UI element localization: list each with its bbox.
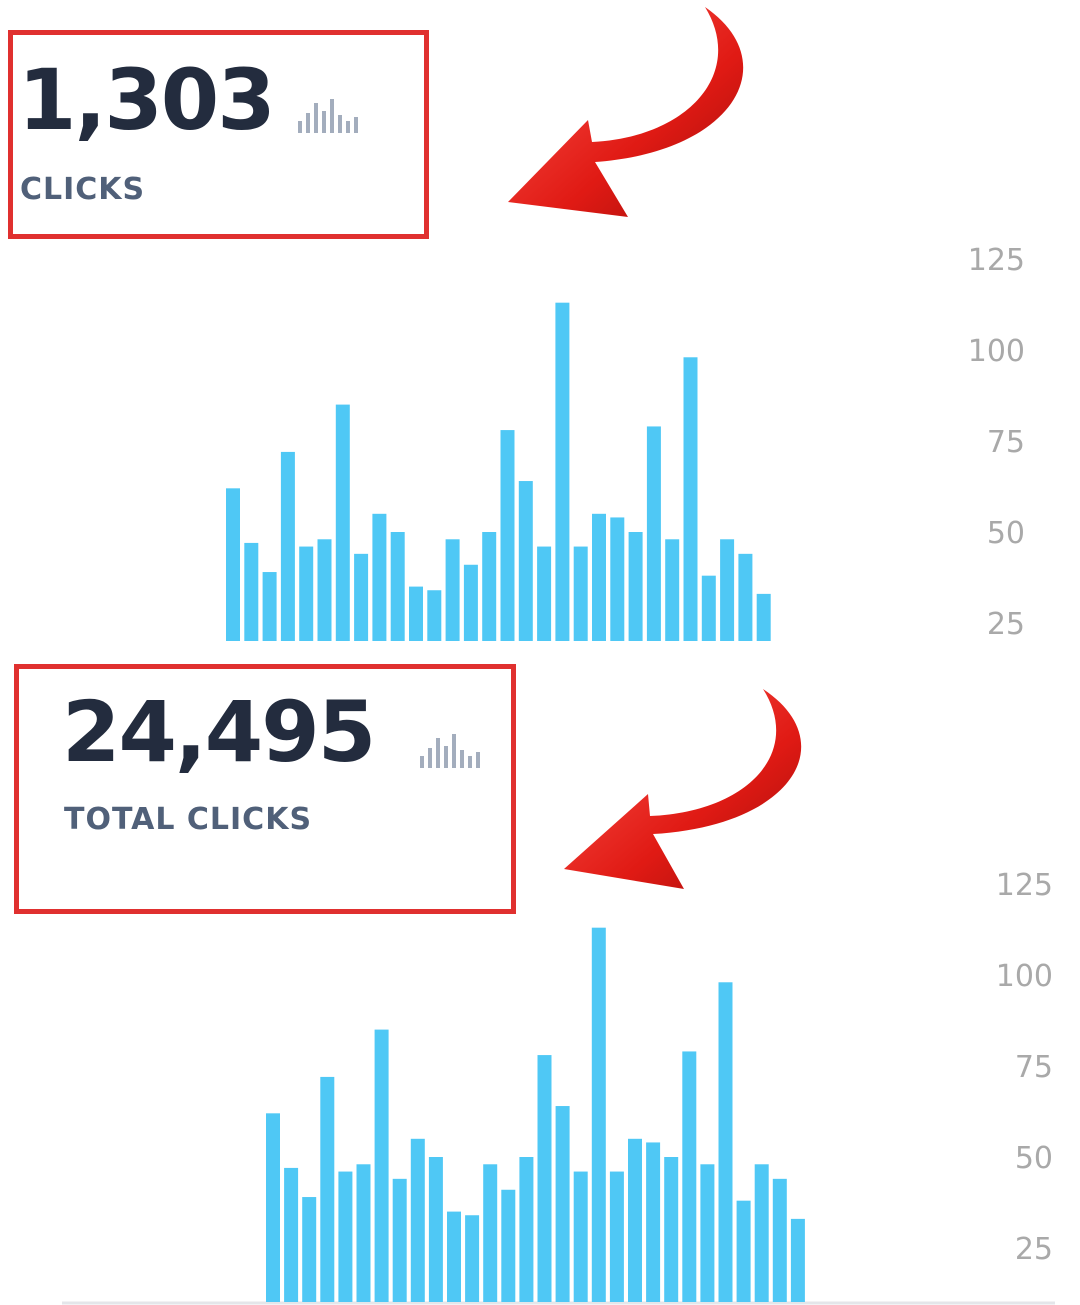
- bar: [500, 430, 515, 641]
- y-tick-label: 125: [996, 868, 1053, 903]
- red-curved-arrow-icon: [508, 7, 744, 217]
- y-tick-label: 100: [996, 959, 1053, 994]
- bar: [664, 1157, 679, 1302]
- bar: [374, 1029, 389, 1302]
- bar: [592, 513, 606, 641]
- bar: [483, 1164, 498, 1302]
- y-tick-label: 125: [968, 243, 1025, 278]
- mini-bar-chart-icon: [298, 99, 358, 133]
- y-tick-label: 50: [987, 516, 1025, 551]
- metric-value: 24,495: [62, 683, 376, 781]
- bar: [718, 982, 733, 1302]
- bar: [482, 532, 497, 641]
- bar: [646, 1142, 661, 1302]
- metric-value: 1,303: [18, 51, 276, 149]
- bar: [573, 546, 588, 641]
- y-tick-label: 75: [1015, 1050, 1053, 1085]
- bar: [244, 542, 259, 641]
- metric-label: TOTAL CLICKS: [64, 802, 313, 837]
- bar: [302, 1197, 317, 1302]
- bar: [555, 1106, 570, 1302]
- bar: [338, 1171, 353, 1302]
- bar: [335, 404, 350, 641]
- bar: [262, 572, 277, 641]
- y-tick-label: 75: [987, 425, 1025, 460]
- highlight-box: [8, 30, 429, 239]
- clicks-panel: [0, 0, 1080, 650]
- bar: [683, 357, 698, 641]
- mini-bar-chart-icon: [420, 734, 480, 768]
- bar: [790, 1218, 805, 1302]
- bar: [738, 553, 753, 641]
- bar: [284, 1167, 299, 1302]
- bar: [392, 1178, 407, 1302]
- bar: [736, 1200, 751, 1302]
- bar: [591, 927, 606, 1302]
- bar: [665, 539, 680, 641]
- bar: [409, 586, 423, 641]
- bar: [356, 1164, 371, 1302]
- bar: [720, 539, 735, 641]
- bar: [410, 1138, 425, 1302]
- bar: [518, 481, 533, 641]
- bar: [772, 1178, 787, 1302]
- y-tick-label: 50: [1015, 1141, 1053, 1176]
- bar: [463, 564, 478, 641]
- bar: [501, 1189, 516, 1302]
- bar: [428, 1157, 443, 1302]
- bar: [609, 1171, 624, 1302]
- bar-chart-1: 25 50 75 100 125: [226, 243, 1025, 642]
- bar: [299, 546, 314, 641]
- bar: [646, 426, 661, 641]
- bar: [573, 1171, 588, 1302]
- bar: [390, 532, 405, 641]
- y-tick-label: 100: [968, 334, 1025, 369]
- bar: [354, 553, 369, 641]
- bar: [682, 1051, 697, 1302]
- bar: [628, 532, 643, 641]
- bar: [320, 1076, 335, 1302]
- bar: [447, 1211, 461, 1302]
- y-tick-label: 25: [987, 607, 1025, 642]
- bar: [465, 1215, 480, 1302]
- bar: [701, 575, 716, 641]
- y-tick-label: 25: [1015, 1232, 1053, 1267]
- bar: [427, 590, 442, 641]
- red-curved-arrow-icon: [564, 689, 802, 889]
- bar: [610, 517, 625, 641]
- bar: [555, 302, 570, 641]
- bar: [519, 1157, 534, 1302]
- bar: [537, 546, 552, 641]
- bar: [226, 488, 240, 641]
- bar: [754, 1164, 769, 1302]
- bar: [266, 1113, 280, 1302]
- bar: [280, 451, 295, 641]
- bar: [372, 513, 387, 641]
- bar: [537, 1055, 552, 1302]
- bar: [628, 1138, 642, 1302]
- bar: [700, 1164, 715, 1302]
- bar: [445, 539, 460, 641]
- bar: [317, 539, 332, 641]
- bar: [756, 593, 771, 641]
- highlight-box: [14, 664, 516, 914]
- metric-label: CLICKS: [20, 172, 146, 207]
- bar-chart-2: 25 50 75 100 125: [62, 868, 1055, 1305]
